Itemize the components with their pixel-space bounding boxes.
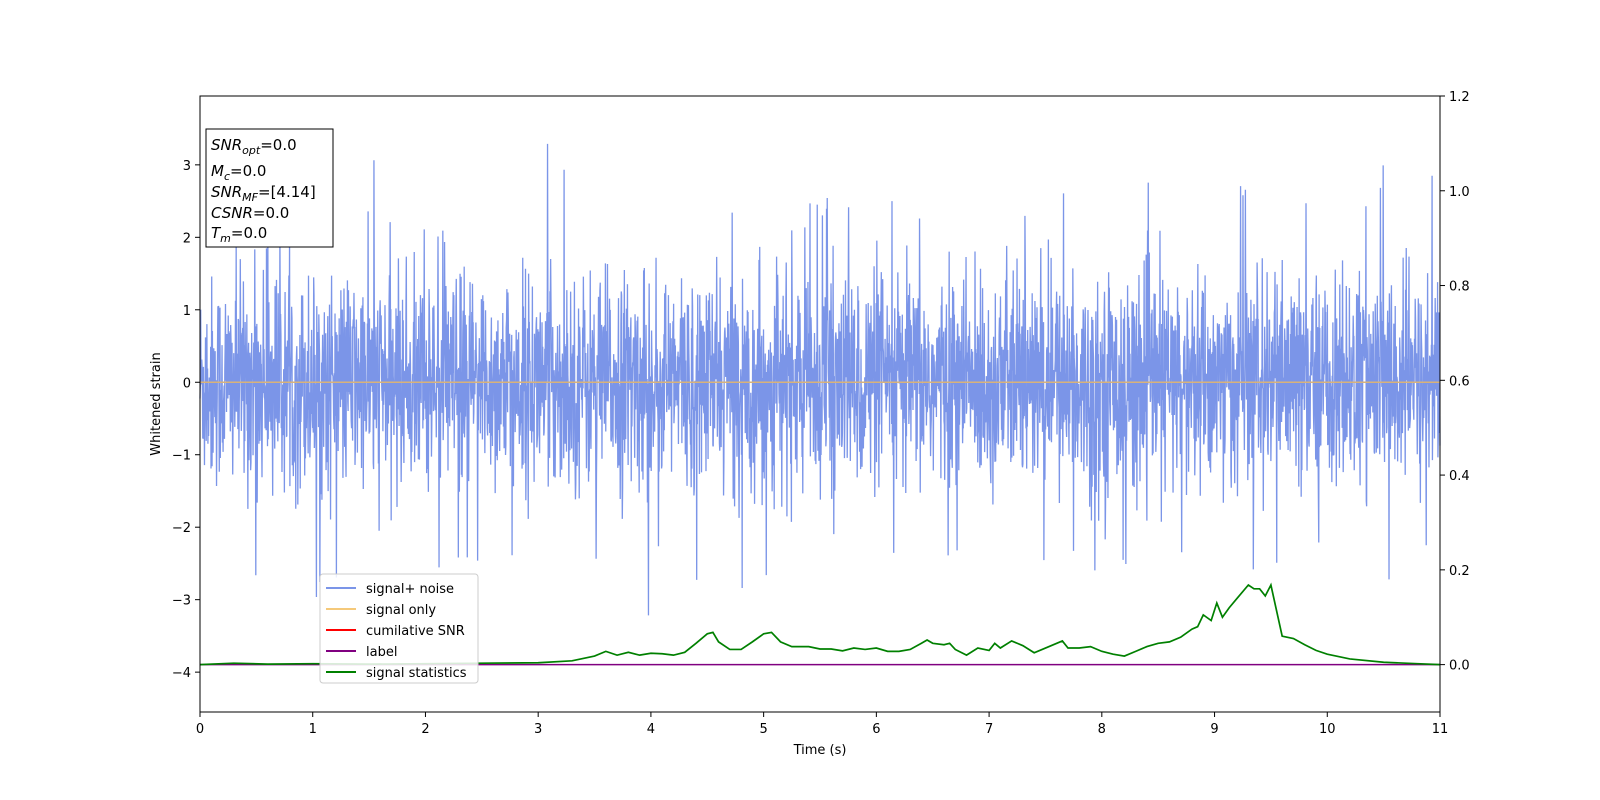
x-tick-label: 7 xyxy=(985,722,993,737)
y-left-tick-label: −2 xyxy=(172,521,191,536)
legend-item: signal statistics xyxy=(326,666,467,681)
legend-items: signal+ noise signal only cumilative SNR la… xyxy=(326,582,467,681)
legend-item: signal only xyxy=(326,603,436,618)
x-tick-label: 2 xyxy=(421,722,429,737)
y-axis-label: Whitened strain xyxy=(149,352,164,455)
info-mc-value: =0.0 xyxy=(230,162,266,180)
info-box: SNRopt=0.0 Mc=0.0 SNRMF=[4.14] CSNR=0.0 … xyxy=(205,128,334,248)
x-tick-label: 0 xyxy=(196,722,204,737)
info-box-frame xyxy=(205,128,334,248)
info-mc-base: M xyxy=(211,162,224,180)
info-tm-base: T xyxy=(211,224,222,242)
plot-frame xyxy=(199,95,1441,713)
info-snr-opt-sub: opt xyxy=(242,144,261,157)
y-right-tick-label: 0.4 xyxy=(1449,469,1470,484)
y-right-tick-label: 0.0 xyxy=(1449,659,1470,674)
x-tick-label: 8 xyxy=(1098,722,1106,737)
legend-item: signal+ noise xyxy=(326,582,454,597)
info-snr-opt-base: SNR xyxy=(211,136,242,154)
y-left-tick-label: 1 xyxy=(183,304,191,319)
info-csnr: CSNR=0.0 xyxy=(211,204,289,222)
x-tick-label: 11 xyxy=(1432,722,1449,737)
y-right-tick-label: 0.2 xyxy=(1449,564,1470,579)
y-axis-left: −4 −3 −2 −1 0 1 2 3 xyxy=(172,159,200,681)
x-tick-label: 6 xyxy=(872,722,880,737)
legend-label: signal statistics xyxy=(366,666,467,681)
legend-item: label xyxy=(326,645,397,660)
y-left-tick-label: −4 xyxy=(172,666,191,681)
series-signal-noise-line xyxy=(199,143,1441,616)
series-signal-statistics-line xyxy=(199,582,1441,666)
legend-item: cumilative SNR xyxy=(326,624,465,639)
y-right-tick-label: 1.0 xyxy=(1449,185,1470,200)
legend-label: signal+ noise xyxy=(366,582,454,597)
info-snr-mf: SNRMF=[4.14] xyxy=(211,183,316,204)
info-snr-opt-value: =0.0 xyxy=(260,136,296,154)
x-tick-label: 5 xyxy=(759,722,767,737)
y-left-tick-label: 2 xyxy=(183,231,191,246)
y-left-tick-label: −1 xyxy=(172,449,191,464)
y-right-tick-label: 0.8 xyxy=(1449,280,1470,295)
x-tick-label: 1 xyxy=(309,722,317,737)
legend-label: label xyxy=(366,645,397,660)
info-snr-mf-base: SNR xyxy=(211,183,242,201)
y-left-tick-label: 3 xyxy=(183,159,191,174)
x-tick-label: 4 xyxy=(647,722,655,737)
info-tm: Tm=0.0 xyxy=(211,224,267,245)
legend-frame xyxy=(319,573,479,684)
y-axis-right: 0.0 0.2 0.4 0.6 0.8 1.0 1.2 xyxy=(1440,90,1470,674)
info-snr-opt: SNRopt=0.0 xyxy=(211,136,297,157)
x-tick-label: 9 xyxy=(1210,722,1218,737)
info-mc-sub: c xyxy=(224,170,230,183)
info-snr-mf-sub: MF xyxy=(242,191,258,204)
x-axis: 0 1 2 3 4 5 6 7 8 9 10 11 xyxy=(196,712,1448,737)
info-mc: Mc=0.0 xyxy=(211,162,266,183)
legend-label: cumilative SNR xyxy=(366,624,465,639)
info-tm-sub: m xyxy=(220,232,231,245)
x-tick-label: 3 xyxy=(534,722,542,737)
y-right-tick-label: 1.2 xyxy=(1449,90,1470,105)
legend: signal+ noise signal only cumilative SNR la… xyxy=(319,573,479,684)
y-left-tick-label: −3 xyxy=(172,594,191,609)
info-snr-mf-value: =[4.14] xyxy=(258,183,316,201)
info-csnr-value: =0.0 xyxy=(253,204,289,222)
y-left-tick-label: 0 xyxy=(183,376,191,391)
x-axis-label: Time (s) xyxy=(793,743,847,758)
info-csnr-base: CSNR xyxy=(211,204,253,222)
y-right-tick-label: 0.6 xyxy=(1449,374,1470,389)
legend-label: signal only xyxy=(366,603,436,618)
info-tm-value: =0.0 xyxy=(231,224,267,242)
x-tick-label: 10 xyxy=(1319,722,1336,737)
